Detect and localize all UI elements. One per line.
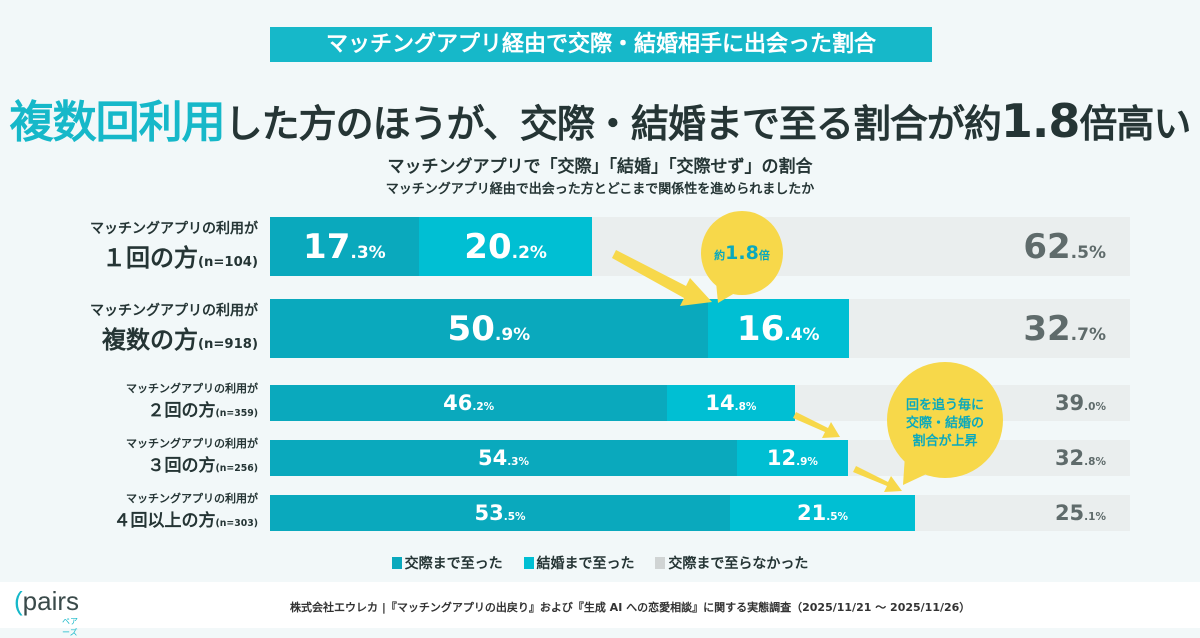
row-label: マッチングアプリの利用が ３回の方(n=256) <box>126 435 258 476</box>
row-label-n: (n=104) <box>197 255 258 270</box>
bar-segment-married: 21.5% <box>730 495 915 531</box>
bar-row: 50.9% 16.4% 32.7% <box>270 299 1130 358</box>
bar-segment-dating: 54.3% <box>270 440 737 476</box>
bubble-trend-line: 回を追う毎に <box>905 398 984 413</box>
source-note: 株式会社エウレカ |『マッチングアプリの出戻り』および『生成 AI への恋愛相談… <box>290 601 971 614</box>
row-label-group: ４回以上の方 <box>113 511 216 531</box>
bar-segment-married: 16.4% <box>707 299 849 358</box>
data-label: 17.3% <box>303 226 386 267</box>
bubble-trend-line: 交際・結婚の <box>905 416 984 431</box>
bubble-ratio: 約1.8倍 <box>702 242 782 264</box>
legend-item: 交際まで至った <box>391 556 503 572</box>
row-label: マッチングアプリの利用が ２回の方(n=359) <box>126 380 258 421</box>
row-label: マッチングアプリの利用が ４回以上の方(n=303) <box>113 490 258 531</box>
footer: (pairs ペアーズ 株式会社エウレカ |『マッチングアプリの出戻り』および『生… <box>0 582 1200 637</box>
data-label: 16.4% <box>736 308 820 349</box>
band-title: マッチングアプリ経由で交際・結婚相手に出会った割合 <box>270 27 932 62</box>
legend: 交際まで至った 結婚まで至った 交際まで至らなかった <box>0 553 1200 573</box>
bubble-ratio-suffix: 倍 <box>758 249 770 262</box>
row-label-group: １回の方 <box>101 244 198 272</box>
data-label: 62.5% <box>1023 226 1106 267</box>
row-label-n: (n=256) <box>215 463 258 474</box>
data-label: 50.9% <box>447 308 531 349</box>
data-label: 54.3% <box>477 446 530 470</box>
data-label: 53.5% <box>474 501 526 525</box>
bar-segment-none: 32.8% <box>848 440 1130 476</box>
data-label: 46.2% <box>443 391 495 415</box>
legend-item: 結婚まで至った <box>523 556 635 572</box>
pairs-logo: (pairs ペアーズ <box>14 586 80 637</box>
legend-item: 交際まで至らなかった <box>655 556 808 572</box>
data-label: 39.0% <box>1054 391 1106 415</box>
headline-end: 倍高い <box>1079 102 1191 146</box>
bar-row: 53.5% 21.5% 25.1% <box>270 495 1130 531</box>
bar-segment-dating: 50.9% <box>270 299 708 358</box>
data-label: 32.7% <box>1023 308 1106 349</box>
bar-segment-none: 32.7% <box>849 299 1130 358</box>
row-label-prefix: マッチングアプリの利用が <box>126 382 258 395</box>
bar-segment-dating: 17.3% <box>270 217 419 276</box>
row-label-main: ２回の方(n=359) <box>147 401 258 421</box>
logo-text: pairs <box>22 586 80 616</box>
legend-swatch <box>523 557 534 569</box>
headline-highlight: 複数回利用 <box>9 97 226 148</box>
row-label-n: (n=359) <box>215 408 258 419</box>
row-label-prefix: マッチングアプリの利用が <box>126 492 258 505</box>
bubble-ratio-number: 1.8 <box>725 242 759 264</box>
bar-segment-none: 39.0% <box>795 385 1130 421</box>
legend-label: 交際まで至らなかった <box>668 556 809 572</box>
row-label-main: １回の方(n=104) <box>102 244 258 272</box>
row-label-n: (n=303) <box>215 518 258 529</box>
chart-subtitle: マッチングアプリ経由で出会った方とどこまで関係性を進められましたか <box>385 182 815 197</box>
row-label: マッチングアプリの利用が複数の方(n=918) <box>90 300 258 355</box>
bubble-ratio-prefix: 約 <box>714 249 726 262</box>
row-label-prefix: マッチングアプリの利用が <box>90 303 258 319</box>
bar-segment-married: 12.9% <box>736 440 848 476</box>
row-label-group: 複数の方 <box>101 326 198 354</box>
row-label-prefix: マッチングアプリの利用が <box>90 221 258 237</box>
data-label: 32.8% <box>1054 446 1106 470</box>
bubble-trend-line: 割合が上昇 <box>912 434 978 449</box>
chart-title: マッチングアプリで「交際」「結婚」「交際せず」の割合 <box>387 157 813 177</box>
row-label-n: (n=918) <box>197 337 258 352</box>
row-label: マッチングアプリの利用が １回の方(n=104) <box>90 218 258 273</box>
headline: 複数回利用した方のほうが、交際・結婚まで至る割合が約1.8倍高い <box>0 86 1200 150</box>
bar-segment-dating: 46.2% <box>270 385 668 421</box>
legend-label: 交際まで至った <box>404 556 503 572</box>
legend-swatch <box>391 557 402 569</box>
row-label-main: 複数の方(n=918) <box>102 326 258 354</box>
headline-mid: した方のほうが、交際・結婚まで至る割合が約 <box>224 102 1002 146</box>
row-label-group: ２回の方 <box>147 401 216 421</box>
logo-sub: ペアーズ <box>62 617 78 637</box>
headline-number: 1.8 <box>1000 94 1080 148</box>
bar-segment-married: 20.2% <box>418 217 593 276</box>
data-label: 20.2% <box>464 226 547 267</box>
data-label: 21.5% <box>797 501 849 525</box>
legend-label: 結婚まで至った <box>536 556 635 572</box>
bar-row: 17.3% 20.2% 62.5% <box>270 217 1130 276</box>
row-label-main: ３回の方(n=256) <box>147 456 258 476</box>
data-label: 25.1% <box>1054 501 1106 525</box>
data-label: 12.9% <box>766 446 818 470</box>
bar-segment-married: 14.8% <box>667 385 795 421</box>
bar-segment-none: 25.1% <box>915 495 1130 531</box>
bar-segment-dating: 53.5% <box>270 495 731 531</box>
row-label-main: ４回以上の方(n=303) <box>113 511 258 531</box>
row-label-group: ３回の方 <box>147 456 216 476</box>
bar-segment-none: 62.5% <box>592 217 1130 276</box>
bubble-trend: 回を追う毎に 交際・結婚の 割合が上昇 <box>887 397 1003 451</box>
row-label-prefix: マッチングアプリの利用が <box>126 437 258 450</box>
data-label: 14.8% <box>705 391 757 415</box>
legend-swatch <box>655 557 666 569</box>
